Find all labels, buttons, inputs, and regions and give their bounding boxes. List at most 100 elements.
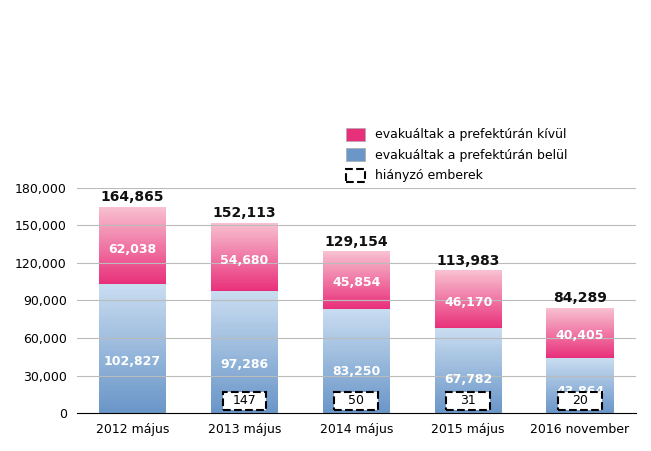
Bar (211, 345, 278, 347)
Bar (546, 407, 614, 408)
Bar (546, 332, 614, 333)
Text: 31: 31 (460, 394, 476, 407)
Bar (211, 306, 278, 308)
Bar (435, 319, 502, 320)
Bar (211, 335, 278, 338)
Bar (546, 334, 614, 335)
Bar (546, 397, 614, 398)
Bar (99, 253, 166, 255)
Bar (323, 359, 390, 361)
Bar (99, 408, 166, 411)
Bar (99, 302, 166, 305)
Bar (211, 226, 278, 227)
Bar (211, 279, 278, 280)
Bar (99, 295, 166, 297)
Bar (546, 374, 614, 375)
Bar (211, 258, 278, 260)
Bar (323, 313, 390, 315)
Bar (435, 272, 502, 273)
Bar (211, 269, 278, 271)
Bar (435, 289, 502, 290)
Bar (99, 256, 166, 258)
Bar (323, 267, 390, 269)
Bar (211, 316, 278, 318)
Bar (546, 412, 614, 413)
Bar (211, 244, 278, 246)
Bar (99, 255, 166, 256)
Bar (211, 333, 278, 335)
Bar (211, 242, 278, 243)
Bar (435, 376, 502, 377)
Bar (546, 312, 614, 313)
Bar (323, 355, 390, 357)
Bar (211, 282, 278, 283)
Bar (323, 349, 390, 350)
Bar (435, 300, 502, 302)
Bar (99, 290, 166, 292)
Bar (323, 323, 390, 326)
Bar (99, 315, 166, 318)
Bar (323, 411, 390, 413)
Bar (435, 270, 502, 272)
Bar (99, 400, 166, 403)
Bar (546, 357, 614, 358)
Bar (323, 396, 390, 399)
Bar (211, 406, 278, 409)
Bar (323, 304, 390, 305)
Bar (211, 399, 278, 401)
Bar (323, 269, 390, 270)
Bar (546, 364, 614, 365)
Bar (323, 403, 390, 405)
Bar (435, 349, 502, 350)
Bar (435, 366, 502, 368)
Bar (546, 411, 614, 412)
Bar (435, 313, 502, 314)
Bar (435, 390, 502, 391)
Bar (211, 275, 278, 276)
Bar (99, 292, 166, 295)
Bar (546, 313, 614, 314)
Bar (99, 258, 166, 259)
Bar (323, 338, 390, 340)
Bar (546, 315, 614, 316)
Bar (323, 279, 390, 280)
Bar (546, 402, 614, 403)
Text: 113,983: 113,983 (436, 254, 500, 268)
Bar (435, 326, 502, 327)
Bar (435, 321, 502, 322)
Bar (323, 330, 390, 332)
Bar (435, 292, 502, 294)
Bar (323, 265, 390, 266)
Bar (546, 375, 614, 376)
Bar (211, 338, 278, 340)
Bar (546, 369, 614, 370)
Bar (99, 273, 166, 275)
Bar (546, 327, 614, 328)
Bar (99, 351, 166, 354)
Bar (546, 321, 614, 322)
Bar (323, 288, 390, 289)
Bar (435, 354, 502, 355)
Bar (435, 405, 502, 406)
Bar (211, 261, 278, 262)
Bar (546, 319, 614, 320)
Bar (99, 305, 166, 308)
Bar (435, 306, 502, 308)
Bar (99, 393, 166, 395)
Bar (435, 304, 502, 305)
Bar (435, 285, 502, 286)
Bar (435, 302, 502, 303)
Bar (211, 240, 278, 242)
Bar (323, 395, 390, 396)
Bar (211, 260, 278, 261)
Bar (435, 400, 502, 401)
Bar (323, 264, 390, 265)
Bar (546, 377, 614, 378)
Bar (323, 272, 390, 273)
Bar (211, 311, 278, 313)
Bar (211, 239, 278, 240)
Bar (323, 308, 390, 309)
Bar (99, 281, 166, 283)
Bar (435, 277, 502, 278)
Bar (99, 320, 166, 323)
